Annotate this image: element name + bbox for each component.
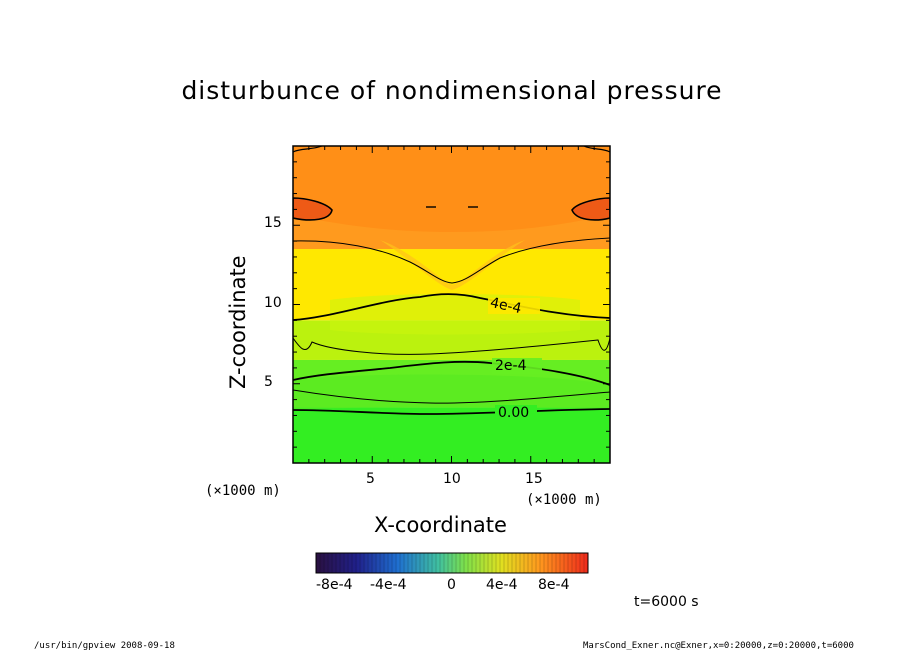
y-tick-label: 5	[264, 374, 273, 390]
x-unit-left: (×1000 m)	[205, 483, 281, 499]
x-unit-right: (×1000 m)	[526, 492, 602, 508]
x-axis-label: X-coordinate	[374, 513, 507, 537]
colorbar-tick-label: -4e-4	[370, 577, 407, 593]
colorbar-tick-label: 0	[447, 577, 456, 593]
contour-line-mid-thin	[293, 337, 610, 355]
shading-0	[293, 146, 610, 232]
contour-top-right	[583, 146, 610, 153]
contour-vortex-left	[293, 197, 333, 221]
contour-line-upper-thin	[293, 237, 610, 284]
footer-left: /usr/bin/gpview 2008-09-18	[34, 641, 175, 651]
contour-line-4e-4-thick	[293, 293, 610, 321]
axis-ticks	[293, 146, 610, 463]
colorbar-tick-label: 8e-4	[538, 577, 570, 593]
colorbar-frame	[315, 552, 589, 574]
shading-2	[330, 294, 580, 335]
fill-band-0	[293, 407, 610, 463]
contour-label-2e-4: 2e-4	[495, 358, 527, 374]
y-axis-label: Z-coordinate	[226, 255, 250, 389]
x-tick-label: 5	[366, 471, 375, 487]
y-tick-label: 10	[264, 295, 282, 311]
colorbar-tick-label: -8e-4	[316, 577, 353, 593]
footer-right: MarsCond_Exner.nc@Exner,x=0:20000,z=0:20…	[583, 641, 854, 651]
chart-title: disturbunce of nondimensional pressure	[181, 76, 723, 105]
contour-line-lower-thin	[293, 389, 610, 404]
contour-line-0	[293, 408, 610, 415]
contour-top-left	[293, 146, 323, 153]
y-tick-label: 15	[264, 215, 282, 231]
contour-label-0: 0.00	[498, 405, 530, 421]
shading-3	[293, 374, 610, 410]
colorbar-tick-label: 4e-4	[486, 577, 518, 593]
contour-fill	[293, 146, 610, 463]
contour-vortex-right	[571, 197, 610, 221]
time-annotation: t=6000 s	[634, 594, 699, 610]
colorbar	[316, 553, 588, 573]
x-tick-label: 10	[443, 471, 461, 487]
x-tick-label: 15	[525, 471, 543, 487]
contour-line-2e-4	[293, 360, 610, 386]
